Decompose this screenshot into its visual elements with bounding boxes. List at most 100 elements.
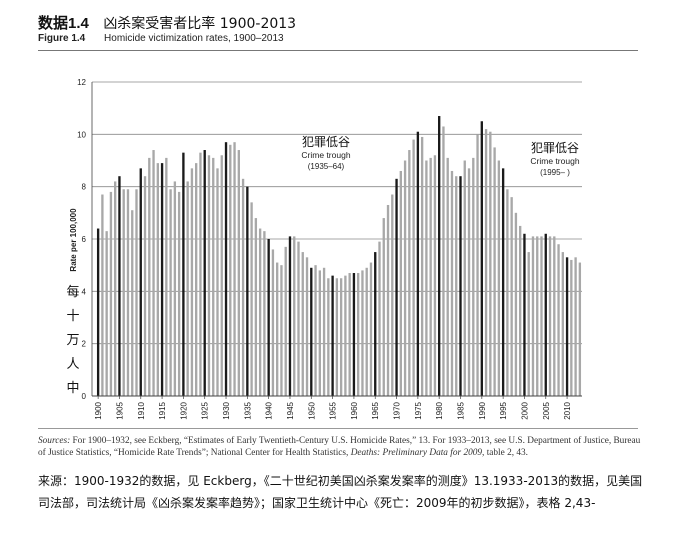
x-tick-label: 1950 — [307, 401, 316, 419]
bar — [118, 176, 121, 396]
bar — [318, 270, 321, 396]
x-tick-label: 2010 — [563, 401, 572, 419]
bar — [101, 194, 104, 396]
bar — [357, 273, 360, 396]
x-tick-label: 1925 — [201, 401, 210, 419]
figure-header-en: Figure 1.4 Homicide victimization rates,… — [38, 33, 284, 44]
bar — [506, 189, 509, 396]
y-tick-label: 8 — [82, 183, 87, 192]
x-tick-label: 1955 — [329, 401, 338, 419]
figure-title-cn: 凶杀案受害者比率 1900-2013 — [103, 16, 297, 32]
bar — [433, 155, 437, 396]
bar — [190, 168, 194, 396]
bar — [126, 189, 130, 396]
bar — [459, 176, 462, 396]
bar — [425, 160, 428, 396]
y-tick-label: 0 — [82, 392, 87, 401]
bar — [186, 181, 189, 396]
bar — [463, 160, 466, 396]
bar — [514, 212, 518, 396]
x-tick-label: 2005 — [542, 401, 551, 419]
bar — [284, 246, 287, 396]
bar — [122, 189, 125, 396]
bar — [207, 155, 211, 396]
bar — [574, 257, 577, 396]
bar — [271, 249, 275, 396]
bar — [148, 157, 151, 396]
bar — [489, 131, 492, 396]
bar — [288, 236, 292, 396]
bar — [527, 252, 530, 396]
bar — [446, 157, 449, 396]
bar — [450, 170, 454, 396]
bar — [263, 231, 266, 396]
bar — [280, 265, 283, 396]
bar — [416, 131, 420, 396]
bar — [254, 218, 258, 396]
bar — [399, 170, 402, 396]
bar — [335, 278, 339, 396]
bar — [476, 134, 479, 397]
x-tick-label: 1985 — [457, 401, 466, 419]
bar — [493, 147, 496, 396]
x-tick-label: 1920 — [179, 401, 188, 419]
bar — [114, 181, 117, 396]
bar — [246, 186, 249, 396]
bar — [250, 202, 253, 396]
bar — [310, 267, 313, 396]
figure-title-en: Homicide victimization rates, 1900–2013 — [104, 33, 284, 44]
y-tick-label: 4 — [82, 287, 87, 296]
x-tick-labels: 1900 1905 1910 1915 1920 1925 1930 1935 1940 1945… — [94, 401, 572, 419]
bar — [293, 236, 296, 396]
bar — [258, 228, 262, 396]
bar — [131, 210, 134, 396]
bar — [497, 160, 501, 396]
bar — [403, 160, 407, 396]
x-tick-label: 1905 — [115, 401, 124, 419]
bar — [519, 225, 522, 396]
bar — [241, 178, 245, 396]
annotation-cn: 犯罪低谷 — [302, 135, 350, 149]
y-label-cn-char: 万 — [66, 333, 80, 348]
bar — [109, 191, 113, 396]
bar — [139, 168, 142, 396]
x-tick-label: 1960 — [350, 401, 359, 419]
annotation-en: Crime trough — [301, 150, 350, 160]
bar — [386, 204, 390, 396]
bar — [501, 168, 505, 396]
bar — [352, 273, 356, 396]
bar — [203, 150, 206, 396]
bar — [331, 275, 334, 396]
bar — [561, 252, 564, 396]
bar — [229, 144, 232, 396]
bar — [510, 197, 513, 396]
x-tick-label: 1940 — [265, 401, 274, 419]
bar — [408, 150, 411, 396]
bar — [160, 163, 164, 396]
bar — [378, 241, 381, 396]
y-tick-label: 10 — [77, 130, 86, 139]
bar — [523, 233, 526, 396]
figure-label-cn: 数据1.4 — [38, 15, 89, 32]
y-tick-labels: 0 2 4 6 8 10 12 — [77, 78, 86, 401]
bar — [220, 155, 223, 396]
bar — [267, 239, 270, 396]
bar — [442, 126, 445, 396]
bar — [165, 157, 168, 396]
bar — [412, 139, 415, 397]
x-tick-label: 1970 — [393, 401, 402, 419]
sources-tail: table 2, 43. — [484, 448, 529, 458]
header-rule — [38, 50, 638, 51]
bar — [314, 265, 317, 396]
y-label-cn-char: 中 — [66, 381, 80, 396]
bar — [472, 157, 475, 396]
bar — [429, 157, 432, 396]
bar — [301, 252, 304, 396]
y-label-cn-char: 人 — [66, 357, 80, 372]
bar — [544, 233, 547, 396]
bar — [565, 257, 569, 396]
bar — [305, 257, 309, 396]
bar — [420, 136, 424, 396]
